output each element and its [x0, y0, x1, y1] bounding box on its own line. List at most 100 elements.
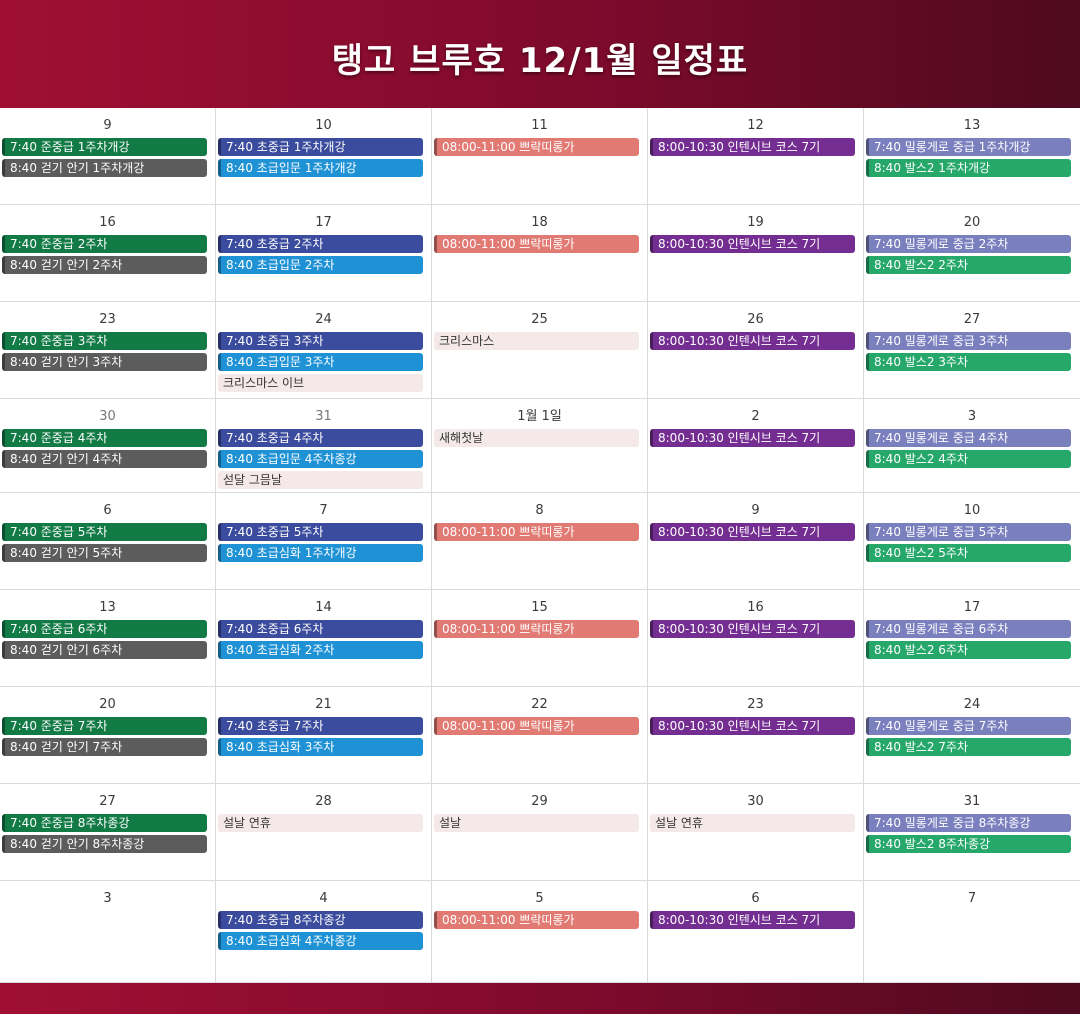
day-cell: 3 7:40 밀롱게로 중급 4주차 8:40 발스2 4주차 [864, 399, 1080, 493]
calendar-event[interactable]: 8:40 걷기 안기 8주차종강 [2, 835, 207, 853]
day-cell: 29 설날 [432, 784, 648, 881]
calendar-event[interactable]: 08:00-11:00 쁘락띠롱가 [434, 523, 639, 541]
calendar-event[interactable]: 7:40 초중급 3주차 [218, 332, 423, 350]
calendar-event[interactable]: 8:00-10:30 인텐시브 코스 7기 [650, 429, 855, 447]
calendar-event[interactable]: 7:40 밀롱게로 중급 7주차 [866, 717, 1071, 735]
calendar-event[interactable]: 7:40 준중급 4주차 [2, 429, 207, 447]
day-number: 11 [531, 118, 548, 133]
day-number: 31 [315, 409, 332, 424]
day-number: 24 [315, 312, 332, 327]
calendar-event[interactable]: 08:00-11:00 쁘락띠롱가 [434, 138, 639, 156]
calendar-event[interactable]: 7:40 밀롱게로 중급 1주차개강 [866, 138, 1071, 156]
calendar-event[interactable]: 7:40 밀롱게로 중급 5주차 [866, 523, 1071, 541]
day-cell: 14 7:40 초중급 6주차 8:40 초급심화 2주차 [216, 590, 432, 687]
calendar-event[interactable]: 8:40 걷기 안기 1주차개강 [2, 159, 207, 177]
calendar-event[interactable]: 8:40 초급입문 4주차종강 [218, 450, 423, 468]
calendar-event[interactable]: 8:40 걷기 안기 4주차 [2, 450, 207, 468]
calendar-event[interactable]: 8:40 초급심화 1주차개강 [218, 544, 423, 562]
day-number: 16 [99, 215, 116, 230]
day-cell: 30 설날 연휴 [648, 784, 864, 881]
calendar-event[interactable]: 8:40 발스2 8주차종강 [866, 835, 1071, 853]
calendar-event[interactable]: 08:00-11:00 쁘락띠롱가 [434, 717, 639, 735]
calendar-event[interactable]: 7:40 초중급 2주차 [218, 235, 423, 253]
calendar-event[interactable]: 8:00-10:30 인텐시브 코스 7기 [650, 523, 855, 541]
calendar-event[interactable]: 8:40 발스2 6주차 [866, 641, 1071, 659]
calendar-event[interactable]: 7:40 초중급 5주차 [218, 523, 423, 541]
calendar-event[interactable]: 8:40 초급심화 3주차 [218, 738, 423, 756]
day-number: 27 [99, 794, 116, 809]
calendar-event[interactable]: 8:40 초급심화 2주차 [218, 641, 423, 659]
calendar-event[interactable]: 8:40 발스2 7주차 [866, 738, 1071, 756]
calendar-event[interactable]: 8:40 초급입문 3주차 [218, 353, 423, 371]
day-number: 26 [747, 312, 764, 327]
calendar-event[interactable]: 7:40 초중급 6주차 [218, 620, 423, 638]
calendar-event[interactable]: 8:00-10:30 인텐시브 코스 7기 [650, 332, 855, 350]
calendar-event[interactable]: 8:40 발스2 1주차개강 [866, 159, 1071, 177]
calendar-event[interactable]: 8:40 초급입문 2주차 [218, 256, 423, 274]
calendar-event[interactable]: 8:00-10:30 인텐시브 코스 7기 [650, 911, 855, 929]
calendar-event[interactable]: 8:40 초급입문 1주차개강 [218, 159, 423, 177]
calendar-event[interactable]: 8:00-10:30 인텐시브 코스 7기 [650, 235, 855, 253]
calendar-event[interactable]: 8:00-10:30 인텐시브 코스 7기 [650, 717, 855, 735]
calendar-event[interactable]: 8:40 걷기 안기 6주차 [2, 641, 207, 659]
day-cell: 17 7:40 밀롱게로 중급 6주차 8:40 발스2 6주차 [864, 590, 1080, 687]
calendar-event[interactable]: 8:40 걷기 안기 3주차 [2, 353, 207, 371]
day-number: 14 [315, 600, 332, 615]
calendar-event[interactable]: 8:40 걷기 안기 2주차 [2, 256, 207, 274]
calendar-event[interactable]: 7:40 밀롱게로 중급 4주차 [866, 429, 1071, 447]
day-number: 7 [319, 503, 328, 518]
calendar-event[interactable]: 7:40 밀롱게로 중급 3주차 [866, 332, 1071, 350]
day-number: 20 [99, 697, 116, 712]
calendar-event[interactable]: 7:40 밀롱게로 중급 8주차종강 [866, 814, 1071, 832]
calendar-event[interactable]: 7:40 준중급 1주차개강 [2, 138, 207, 156]
calendar-event[interactable]: 8:40 걷기 안기 5주차 [2, 544, 207, 562]
calendar-event[interactable]: 7:40 밀롱게로 중급 6주차 [866, 620, 1071, 638]
calendar-event[interactable]: 08:00-11:00 쁘락띠롱가 [434, 911, 639, 929]
day-number: 10 [963, 503, 981, 518]
day-number: 1월 1일 [517, 409, 562, 424]
calendar-event[interactable]: 7:40 준중급 2주차 [2, 235, 207, 253]
day-cell: 24 7:40 밀롱게로 중급 7주차 8:40 발스2 7주차 [864, 687, 1080, 784]
calendar-event[interactable]: 7:40 준중급 5주차 [2, 523, 207, 541]
day-cell: 16 8:00-10:30 인텐시브 코스 7기 [648, 590, 864, 687]
calendar-event[interactable]: 7:40 준중급 3주차 [2, 332, 207, 350]
day-number: 24 [963, 697, 981, 712]
calendar-event[interactable]: 새해첫날 [434, 429, 639, 447]
day-cell: 8 08:00-11:00 쁘락띠롱가 [432, 493, 648, 590]
day-cell: 28 설날 연휴 [216, 784, 432, 881]
calendar-event[interactable]: 7:40 밀롱게로 중급 2주차 [866, 235, 1071, 253]
calendar-event[interactable]: 크리스마스 [434, 332, 639, 350]
day-cell: 6 8:00-10:30 인텐시브 코스 7기 [648, 881, 864, 983]
calendar-event[interactable]: 08:00-11:00 쁘락띠롱가 [434, 235, 639, 253]
calendar-event[interactable]: 8:40 발스2 5주차 [866, 544, 1071, 562]
day-number: 20 [963, 215, 981, 230]
day-number: 19 [747, 215, 764, 230]
calendar-event[interactable]: 8:00-10:30 인텐시브 코스 7기 [650, 620, 855, 638]
calendar-event[interactable]: 설날 연휴 [650, 814, 855, 832]
day-cell: 6 7:40 준중급 5주차 8:40 걷기 안기 5주차 [0, 493, 216, 590]
calendar-event[interactable]: 7:40 초중급 7주차 [218, 717, 423, 735]
day-number: 29 [531, 794, 548, 809]
calendar-event[interactable]: 7:40 초중급 1주차개강 [218, 138, 423, 156]
calendar-event[interactable]: 8:00-10:30 인텐시브 코스 7기 [650, 138, 855, 156]
day-number: 31 [963, 794, 981, 809]
calendar-event[interactable]: 7:40 준중급 6주차 [2, 620, 207, 638]
day-number: 22 [531, 697, 548, 712]
calendar-event[interactable]: 8:40 발스2 3주차 [866, 353, 1071, 371]
calendar-event[interactable]: 섣달 그믐날 [218, 471, 423, 489]
calendar-event[interactable]: 설날 [434, 814, 639, 832]
calendar-event[interactable]: 설날 연휴 [218, 814, 423, 832]
calendar-event[interactable]: 7:40 준중급 8주차종강 [2, 814, 207, 832]
calendar-event[interactable]: 08:00-11:00 쁘락띠롱가 [434, 620, 639, 638]
calendar-event[interactable]: 크리스마스 이브 [218, 374, 423, 392]
calendar-event[interactable]: 7:40 초중급 4주차 [218, 429, 423, 447]
calendar-event[interactable]: 7:40 준중급 7주차 [2, 717, 207, 735]
day-cell: 20 7:40 밀롱게로 중급 2주차 8:40 발스2 2주차 [864, 205, 1080, 302]
calendar-event[interactable]: 8:40 발스2 4주차 [866, 450, 1071, 468]
calendar-event[interactable]: 8:40 초급심화 4주차종강 [218, 932, 423, 950]
day-cell: 22 08:00-11:00 쁘락띠롱가 [432, 687, 648, 784]
calendar-event[interactable]: 8:40 발스2 2주차 [866, 256, 1071, 274]
calendar-event[interactable]: 8:40 걷기 안기 7주차 [2, 738, 207, 756]
calendar-event[interactable]: 7:40 초중급 8주차종강 [218, 911, 423, 929]
